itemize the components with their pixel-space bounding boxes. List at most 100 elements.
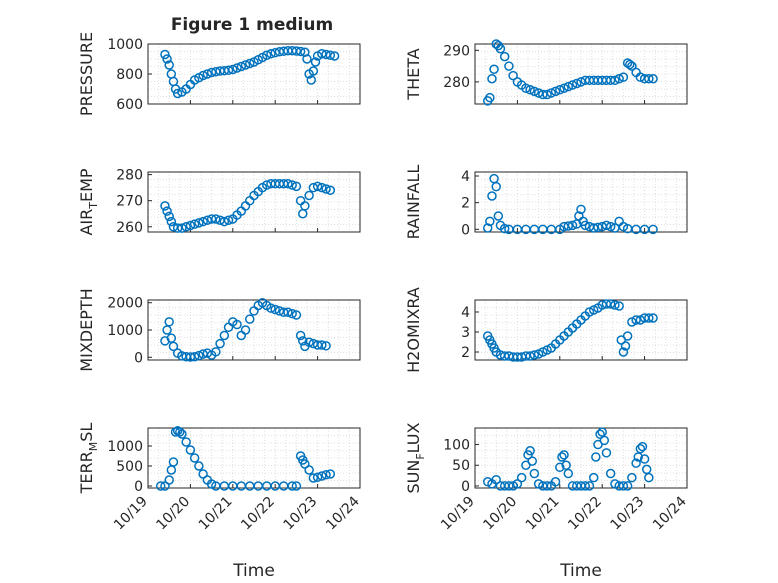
y-tick-label: 800 [116, 67, 143, 83]
y-tick-label: 1000 [107, 37, 143, 53]
data-point [312, 472, 323, 482]
subplot-theta: 280 290 THETA [404, 39, 688, 106]
data-point [304, 337, 314, 348]
data-point [162, 206, 172, 216]
data-point [245, 58, 255, 69]
data-point [644, 73, 654, 84]
data-point [605, 468, 616, 479]
data-point [329, 51, 340, 61]
data-point [181, 222, 191, 232]
data-point [321, 184, 331, 194]
y-axis-label: AIRTEMP [77, 168, 100, 235]
y-tick-label: 50 [452, 458, 470, 474]
data-point [622, 481, 633, 491]
data-point [635, 443, 646, 454]
data-series [160, 297, 331, 362]
data-point [563, 221, 574, 231]
data-point [593, 439, 603, 450]
data-point [529, 86, 540, 97]
axes-box [474, 427, 688, 489]
data-point [648, 73, 658, 84]
data-point [232, 63, 242, 73]
data-point [601, 448, 612, 458]
x-axis-label: Time [559, 561, 602, 581]
data-point [172, 88, 183, 99]
data-point [648, 313, 658, 323]
data-point [308, 66, 319, 76]
data-point [563, 468, 574, 479]
data-point [317, 182, 327, 193]
data-point [312, 181, 323, 192]
data-point [283, 178, 293, 189]
axes-box [147, 43, 361, 105]
data-point [287, 481, 297, 491]
data-point [559, 450, 569, 460]
data-point [306, 75, 316, 85]
data-point [618, 72, 629, 82]
data-point [493, 211, 504, 221]
data-point [291, 181, 302, 192]
y-axis-label: SUNFLUX [404, 422, 427, 493]
y-tick-label: 0 [134, 350, 143, 366]
data-point [550, 477, 561, 487]
data-point [495, 43, 506, 54]
data-point [202, 69, 213, 79]
data-point [639, 454, 650, 464]
data-point [189, 219, 200, 229]
y-tick-label: 4 [461, 169, 470, 185]
data-point [300, 201, 310, 211]
data-point [614, 301, 624, 311]
y-tick-label: 260 [116, 220, 143, 236]
data-point [491, 474, 501, 485]
data-point [546, 88, 557, 98]
data-point [580, 481, 590, 491]
y-tick-label: 4 [461, 305, 470, 321]
data-point [168, 341, 179, 352]
data-point [223, 215, 234, 226]
y-axis-label: THETA [404, 48, 423, 100]
y-tick-label: 270 [116, 194, 143, 210]
data-point [168, 457, 179, 467]
data-point [563, 81, 574, 92]
data-point [295, 46, 306, 57]
y-tick-label: 280 [443, 75, 470, 91]
data-point [177, 223, 187, 233]
data-point [557, 452, 567, 462]
data-point [605, 299, 616, 309]
data-point [489, 64, 499, 75]
data-point [240, 325, 251, 335]
data-point [542, 481, 552, 491]
y-tick-label: 2 [461, 196, 470, 212]
data-series [482, 173, 658, 235]
data-point [211, 347, 221, 357]
data-series [160, 178, 336, 233]
data-point [512, 479, 523, 489]
data-point [525, 351, 535, 361]
data-point [588, 472, 599, 483]
data-point [633, 452, 643, 462]
data-point [538, 89, 548, 100]
data-point [485, 216, 495, 227]
data-point [245, 314, 255, 324]
data-point [194, 218, 204, 228]
y-tick-label: 2 [461, 345, 470, 361]
data-point [576, 204, 586, 215]
data-point [162, 54, 172, 64]
data-point [550, 86, 561, 97]
data-point [160, 49, 170, 60]
data-point [610, 300, 620, 310]
data-point [516, 472, 527, 483]
data-point [631, 458, 641, 468]
data-point [287, 308, 297, 319]
y-axis-label: PRESSURE [77, 32, 96, 116]
data-point [325, 50, 336, 60]
data-point [302, 54, 312, 64]
data-point [166, 216, 177, 227]
data-point [215, 338, 225, 349]
data-point [232, 319, 242, 330]
data-point [177, 429, 187, 439]
y-tick-label: 1000 [107, 439, 143, 455]
data-point [504, 61, 514, 71]
data-point [219, 216, 230, 227]
